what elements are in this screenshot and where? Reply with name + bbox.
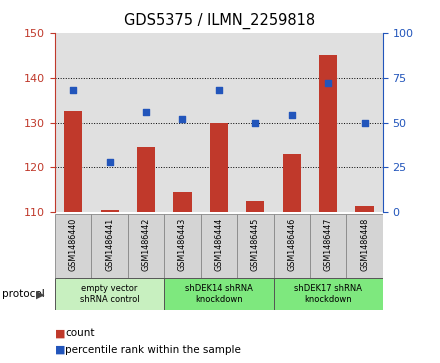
- Point: [216, 87, 223, 93]
- Point: [288, 113, 295, 118]
- Point: [252, 120, 259, 126]
- Bar: [164, 278, 274, 310]
- Text: ■: ■: [55, 345, 66, 355]
- Bar: [274, 214, 310, 278]
- Point: [179, 116, 186, 122]
- Text: GDS5375 / ILMN_2259818: GDS5375 / ILMN_2259818: [125, 13, 315, 29]
- Bar: [100, 210, 119, 212]
- Text: ▶: ▶: [36, 289, 45, 299]
- Text: GSM1486445: GSM1486445: [251, 218, 260, 272]
- Text: GSM1486440: GSM1486440: [69, 218, 78, 271]
- Text: GSM1486441: GSM1486441: [105, 218, 114, 271]
- Bar: [64, 111, 82, 212]
- Text: ■: ■: [55, 328, 66, 338]
- Bar: [319, 55, 337, 212]
- Text: GSM1486444: GSM1486444: [214, 218, 224, 271]
- Text: GSM1486448: GSM1486448: [360, 218, 369, 271]
- Point: [361, 120, 368, 126]
- Point: [70, 87, 77, 93]
- Bar: [274, 278, 383, 310]
- Bar: [356, 205, 374, 212]
- Bar: [237, 214, 274, 278]
- Text: GSM1486443: GSM1486443: [178, 218, 187, 271]
- Text: protocol: protocol: [2, 289, 45, 299]
- Text: GSM1486447: GSM1486447: [324, 218, 333, 272]
- Bar: [310, 214, 346, 278]
- Bar: [210, 122, 228, 212]
- Bar: [137, 147, 155, 212]
- Bar: [201, 214, 237, 278]
- Bar: [282, 154, 301, 212]
- Bar: [92, 214, 128, 278]
- Bar: [164, 214, 201, 278]
- Text: empty vector
shRNA control: empty vector shRNA control: [80, 284, 139, 304]
- Bar: [246, 201, 264, 212]
- Text: shDEK14 shRNA
knockdown: shDEK14 shRNA knockdown: [185, 284, 253, 304]
- Bar: [173, 192, 191, 212]
- Point: [325, 80, 332, 86]
- Bar: [55, 214, 92, 278]
- Text: shDEK17 shRNA
knockdown: shDEK17 shRNA knockdown: [294, 284, 362, 304]
- Text: GSM1486442: GSM1486442: [142, 218, 150, 272]
- Text: count: count: [65, 328, 95, 338]
- Text: GSM1486446: GSM1486446: [287, 218, 296, 271]
- Bar: [346, 214, 383, 278]
- Bar: [128, 214, 164, 278]
- Point: [143, 109, 150, 115]
- Bar: [55, 278, 164, 310]
- Text: percentile rank within the sample: percentile rank within the sample: [65, 345, 241, 355]
- Point: [106, 159, 113, 165]
